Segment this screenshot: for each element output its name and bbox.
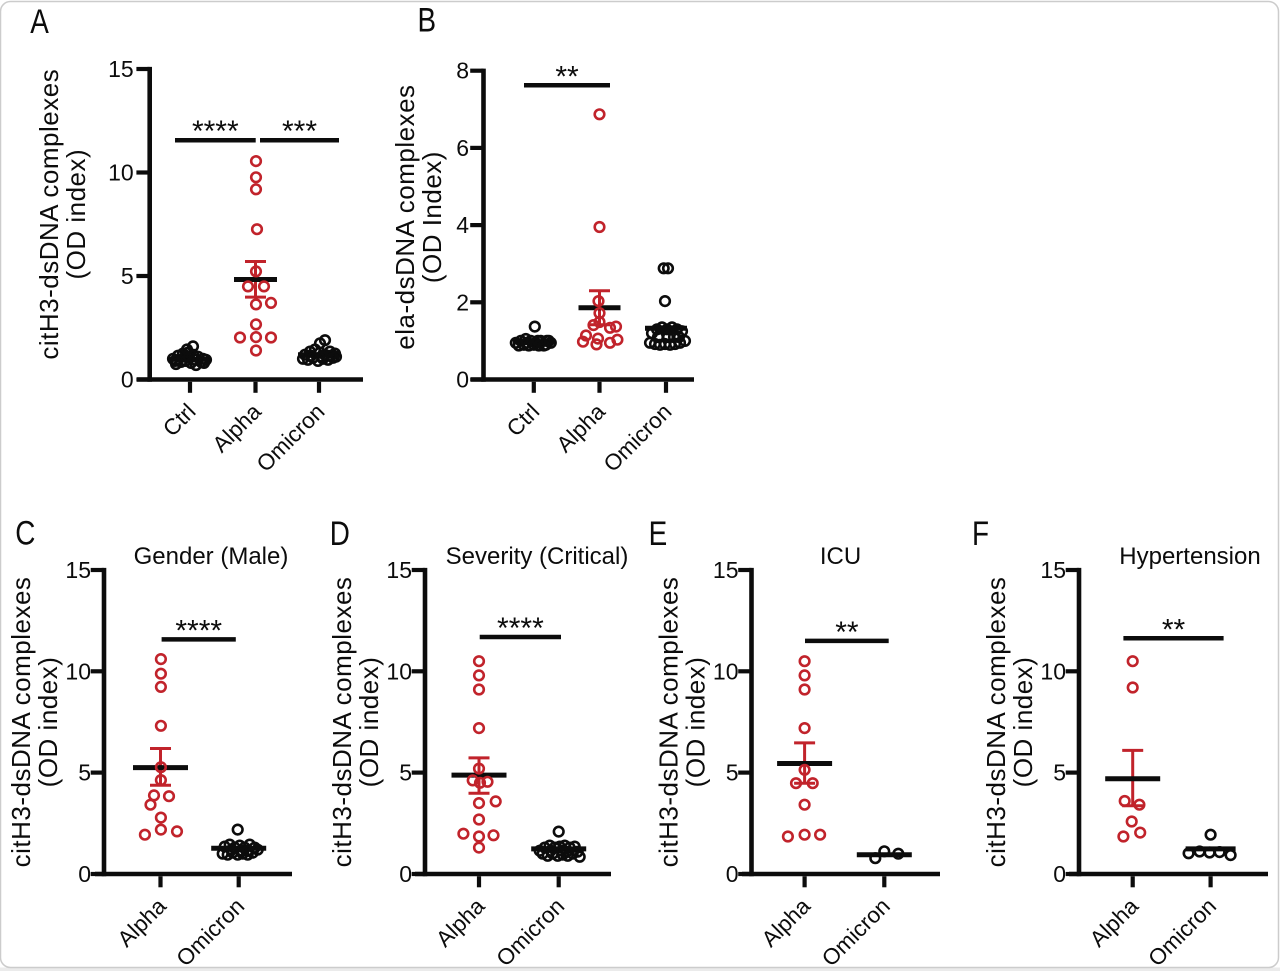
svg-text:citH3-dsDNA complexes: citH3-dsDNA complexes	[327, 577, 357, 868]
svg-text:****: ****	[175, 614, 222, 647]
svg-text:D: D	[330, 514, 350, 552]
svg-text:(OD Index): (OD Index)	[417, 151, 447, 283]
svg-text:(OD index): (OD index)	[681, 657, 711, 788]
svg-text:15: 15	[386, 557, 412, 583]
svg-text:2: 2	[456, 289, 469, 315]
svg-text:0: 0	[726, 861, 739, 887]
svg-text:15: 15	[1040, 557, 1066, 583]
svg-text:5: 5	[726, 760, 739, 786]
svg-text:A: A	[30, 2, 49, 40]
svg-text:5: 5	[121, 263, 134, 289]
svg-text:10: 10	[713, 658, 739, 684]
svg-text:0: 0	[399, 861, 412, 887]
svg-text:0: 0	[78, 861, 91, 887]
svg-text:ela-dsDNA complexes: ela-dsDNA complexes	[390, 84, 420, 349]
svg-text:**: **	[1162, 613, 1186, 646]
svg-text:15: 15	[65, 557, 91, 583]
svg-text:0: 0	[1053, 861, 1066, 887]
svg-text:ICU: ICU	[820, 543, 861, 570]
svg-text:****: ****	[192, 115, 239, 148]
svg-text:citH3-dsDNA complexes: citH3-dsDNA complexes	[654, 577, 684, 868]
svg-text:4: 4	[456, 212, 469, 238]
svg-text:8: 8	[456, 58, 469, 84]
svg-text:15: 15	[713, 557, 739, 583]
svg-text:(OD index): (OD index)	[354, 657, 384, 788]
svg-text:(OD index): (OD index)	[61, 149, 91, 280]
svg-text:****: ****	[497, 612, 544, 645]
svg-text:(OD index): (OD index)	[33, 657, 63, 788]
svg-text:10: 10	[1040, 658, 1066, 684]
svg-text:citH3-dsDNA complexes: citH3-dsDNA complexes	[6, 577, 36, 868]
svg-text:B: B	[418, 1, 437, 39]
svg-text:10: 10	[386, 658, 412, 684]
svg-text:**: **	[555, 60, 579, 93]
svg-text:5: 5	[399, 760, 412, 786]
svg-text:**: **	[835, 616, 859, 649]
svg-text:5: 5	[1053, 760, 1066, 786]
svg-text:0: 0	[456, 367, 469, 393]
svg-text:C: C	[15, 514, 35, 552]
svg-text:6: 6	[456, 135, 469, 161]
svg-text:***: ***	[282, 115, 317, 148]
svg-text:(OD index): (OD index)	[1008, 657, 1038, 788]
svg-text:10: 10	[108, 160, 134, 186]
svg-text:F: F	[972, 514, 989, 552]
svg-text:Severity (Critical): Severity (Critical)	[446, 543, 629, 570]
svg-text:E: E	[649, 514, 668, 552]
svg-text:Hypertension: Hypertension	[1119, 543, 1260, 570]
svg-text:5: 5	[78, 760, 91, 786]
svg-text:10: 10	[65, 658, 91, 684]
svg-text:0: 0	[121, 367, 134, 393]
svg-text:citH3-dsDNA complexes: citH3-dsDNA complexes	[981, 577, 1011, 868]
svg-text:Gender (Male): Gender (Male)	[134, 543, 289, 570]
svg-text:15: 15	[108, 56, 134, 82]
svg-text:citH3-dsDNA complexes: citH3-dsDNA complexes	[34, 69, 64, 360]
